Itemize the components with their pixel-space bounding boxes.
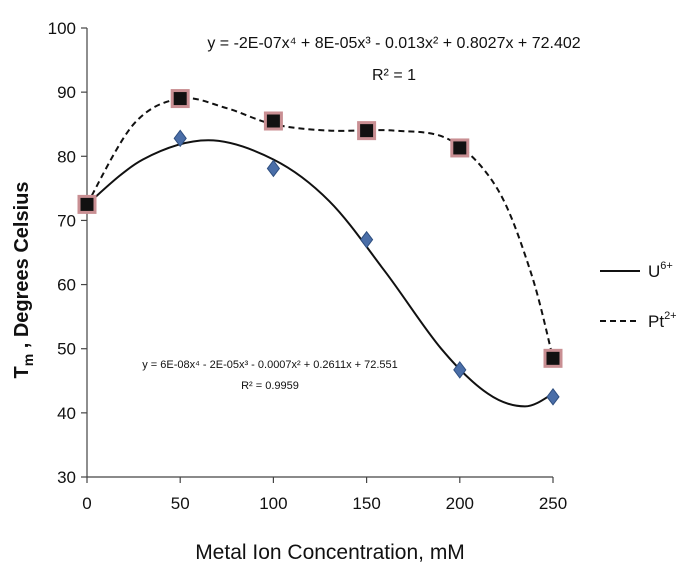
x-tick-label: 100 xyxy=(259,494,287,513)
x-tick-label: 50 xyxy=(171,494,190,513)
legend-label-pt-sup: 2+ xyxy=(664,310,677,322)
x-axis-title: Metal Ion Concentration, mM xyxy=(195,541,465,564)
legend: U6+ Pt2+ xyxy=(600,260,677,331)
y-axis-title: Tm , Degrees Celsius xyxy=(11,182,36,379)
pt-data-point xyxy=(543,348,563,368)
data-markers xyxy=(77,89,563,406)
u-equation: y = 6E-08x⁴ - 2E-05x³ - 0.0007x² + 0.261… xyxy=(142,359,398,371)
pt-data-point xyxy=(170,89,190,109)
u-data-point xyxy=(266,159,281,178)
x-tick-label: 150 xyxy=(352,494,380,513)
y-axis-title-main: T xyxy=(11,366,33,378)
pt-data-point xyxy=(263,111,283,131)
u-trendline xyxy=(86,139,554,408)
legend-label-pt: Pt2+ xyxy=(648,310,677,331)
pt-data-point xyxy=(450,138,470,158)
legend-label-u: U6+ xyxy=(648,260,673,281)
axes: 30 40 50 60 70 80 90 100 0 50 100 150 200 250 xyxy=(48,19,568,513)
pt-data-point xyxy=(77,194,97,214)
legend-label-pt-base: Pt xyxy=(648,312,664,331)
y-tick-label: 60 xyxy=(57,276,76,295)
u-data-point xyxy=(453,361,467,379)
u-data-point xyxy=(546,387,560,406)
y-tick-label: 90 xyxy=(57,83,76,102)
legend-label-u-sup: 6+ xyxy=(660,260,673,272)
y-tick-label: 70 xyxy=(57,211,76,230)
legend-label-u-base: U xyxy=(648,262,660,281)
pt-equation: y = -2E-07x⁴ + 8E-05x³ - 0.013x² + 0.802… xyxy=(207,35,580,52)
y-axis-title-rest: , Degrees Celsius xyxy=(11,182,33,354)
pt-r-squared: R² = 1 xyxy=(372,67,416,84)
u-data-point xyxy=(359,230,374,249)
y-tick-label: 80 xyxy=(57,147,76,166)
pt-trendline xyxy=(86,97,554,359)
trendlines xyxy=(86,97,554,408)
x-tick-label: 250 xyxy=(539,494,567,513)
y-tick-label: 30 xyxy=(57,468,76,487)
y-tick-label: 40 xyxy=(57,404,76,423)
pt-data-point xyxy=(357,121,377,141)
x-tick-label: 200 xyxy=(446,494,474,513)
y-tick-label: 50 xyxy=(57,340,76,359)
u-r-squared: R² = 0.9959 xyxy=(241,380,299,392)
y-tick-label: 100 xyxy=(48,19,76,38)
y-axis-title-sub: m xyxy=(20,354,36,366)
u-data-point xyxy=(173,129,187,148)
x-tick-label: 0 xyxy=(82,494,91,513)
